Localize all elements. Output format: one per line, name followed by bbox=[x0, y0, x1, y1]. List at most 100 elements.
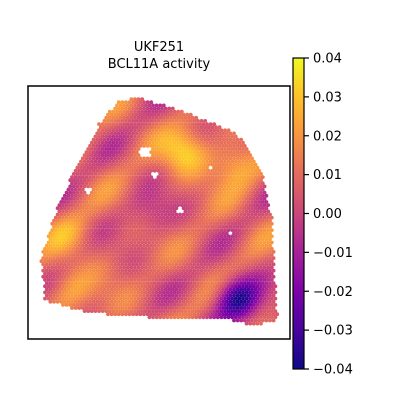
spot bbox=[264, 312, 269, 317]
spot bbox=[176, 165, 181, 170]
spot bbox=[93, 259, 98, 264]
spot bbox=[125, 178, 130, 183]
spot bbox=[257, 218, 262, 223]
spot bbox=[185, 168, 190, 173]
spot bbox=[221, 250, 226, 254]
spot bbox=[106, 193, 110, 198]
spot bbox=[82, 184, 87, 189]
spot bbox=[244, 240, 249, 245]
spot bbox=[116, 137, 121, 142]
spot bbox=[206, 262, 211, 267]
spot bbox=[64, 278, 69, 282]
spot bbox=[84, 287, 89, 292]
plot-frame bbox=[27, 85, 291, 340]
spot bbox=[73, 274, 78, 279]
spot bbox=[109, 306, 114, 310]
spot bbox=[190, 221, 195, 226]
spot bbox=[205, 203, 209, 208]
spot bbox=[100, 165, 105, 170]
spot bbox=[160, 125, 164, 130]
spot bbox=[203, 156, 208, 161]
spot bbox=[174, 144, 179, 148]
spot bbox=[106, 306, 110, 310]
spot bbox=[156, 231, 161, 236]
spot bbox=[111, 234, 116, 239]
spot bbox=[102, 231, 107, 236]
spot bbox=[131, 168, 136, 173]
spot bbox=[79, 203, 83, 208]
spot bbox=[199, 306, 204, 310]
spot bbox=[250, 231, 254, 236]
spot bbox=[172, 197, 177, 201]
spot bbox=[161, 215, 166, 220]
spot bbox=[208, 209, 213, 214]
colorbar-tick-label: 0.03 bbox=[313, 90, 342, 105]
spot bbox=[187, 203, 191, 208]
spot bbox=[199, 119, 204, 123]
spot bbox=[241, 303, 245, 307]
spot bbox=[183, 153, 188, 158]
spot bbox=[255, 209, 260, 214]
spot bbox=[176, 190, 181, 195]
spot bbox=[246, 187, 251, 192]
spot bbox=[59, 231, 64, 236]
spot bbox=[226, 284, 231, 289]
spot bbox=[237, 290, 242, 295]
spot bbox=[178, 293, 182, 298]
spot bbox=[174, 262, 179, 267]
spot bbox=[201, 134, 206, 139]
spot bbox=[131, 268, 136, 273]
spot bbox=[140, 228, 145, 233]
spot bbox=[140, 122, 145, 126]
spot bbox=[194, 221, 199, 226]
spot bbox=[133, 153, 137, 158]
spot bbox=[183, 290, 188, 295]
spot bbox=[194, 290, 199, 295]
spot bbox=[84, 293, 89, 298]
spot bbox=[129, 178, 134, 183]
spot bbox=[255, 178, 260, 183]
spot bbox=[100, 209, 105, 214]
spot bbox=[161, 165, 166, 170]
spot bbox=[244, 209, 249, 214]
spot bbox=[172, 303, 177, 307]
spot bbox=[253, 187, 258, 192]
spot bbox=[106, 206, 110, 211]
spot bbox=[176, 278, 181, 282]
spot bbox=[262, 203, 267, 208]
spot bbox=[133, 147, 137, 151]
spot bbox=[183, 228, 188, 233]
spot bbox=[163, 268, 168, 273]
spot bbox=[210, 162, 215, 167]
spot bbox=[196, 181, 200, 186]
spot bbox=[271, 306, 276, 310]
spot bbox=[113, 287, 118, 292]
spot bbox=[271, 299, 276, 304]
spot bbox=[68, 197, 73, 201]
spot bbox=[127, 181, 132, 186]
spot bbox=[73, 262, 78, 267]
spot bbox=[224, 181, 229, 186]
spot bbox=[152, 293, 157, 298]
spot bbox=[250, 281, 254, 285]
spot bbox=[120, 299, 125, 304]
spot bbox=[179, 278, 184, 282]
spot bbox=[149, 125, 154, 130]
spot bbox=[109, 237, 114, 242]
spot bbox=[219, 259, 224, 264]
spot bbox=[223, 259, 227, 264]
spot bbox=[97, 190, 101, 195]
spot bbox=[161, 147, 166, 151]
spot bbox=[109, 156, 114, 161]
spot bbox=[149, 274, 154, 279]
spot bbox=[237, 296, 242, 301]
spot bbox=[214, 231, 218, 236]
spot bbox=[152, 312, 157, 317]
spot bbox=[183, 134, 188, 139]
spot bbox=[100, 240, 105, 245]
spot bbox=[197, 197, 202, 201]
spot bbox=[140, 278, 145, 282]
spot bbox=[145, 268, 150, 273]
spot bbox=[129, 296, 134, 301]
spot bbox=[71, 172, 76, 176]
